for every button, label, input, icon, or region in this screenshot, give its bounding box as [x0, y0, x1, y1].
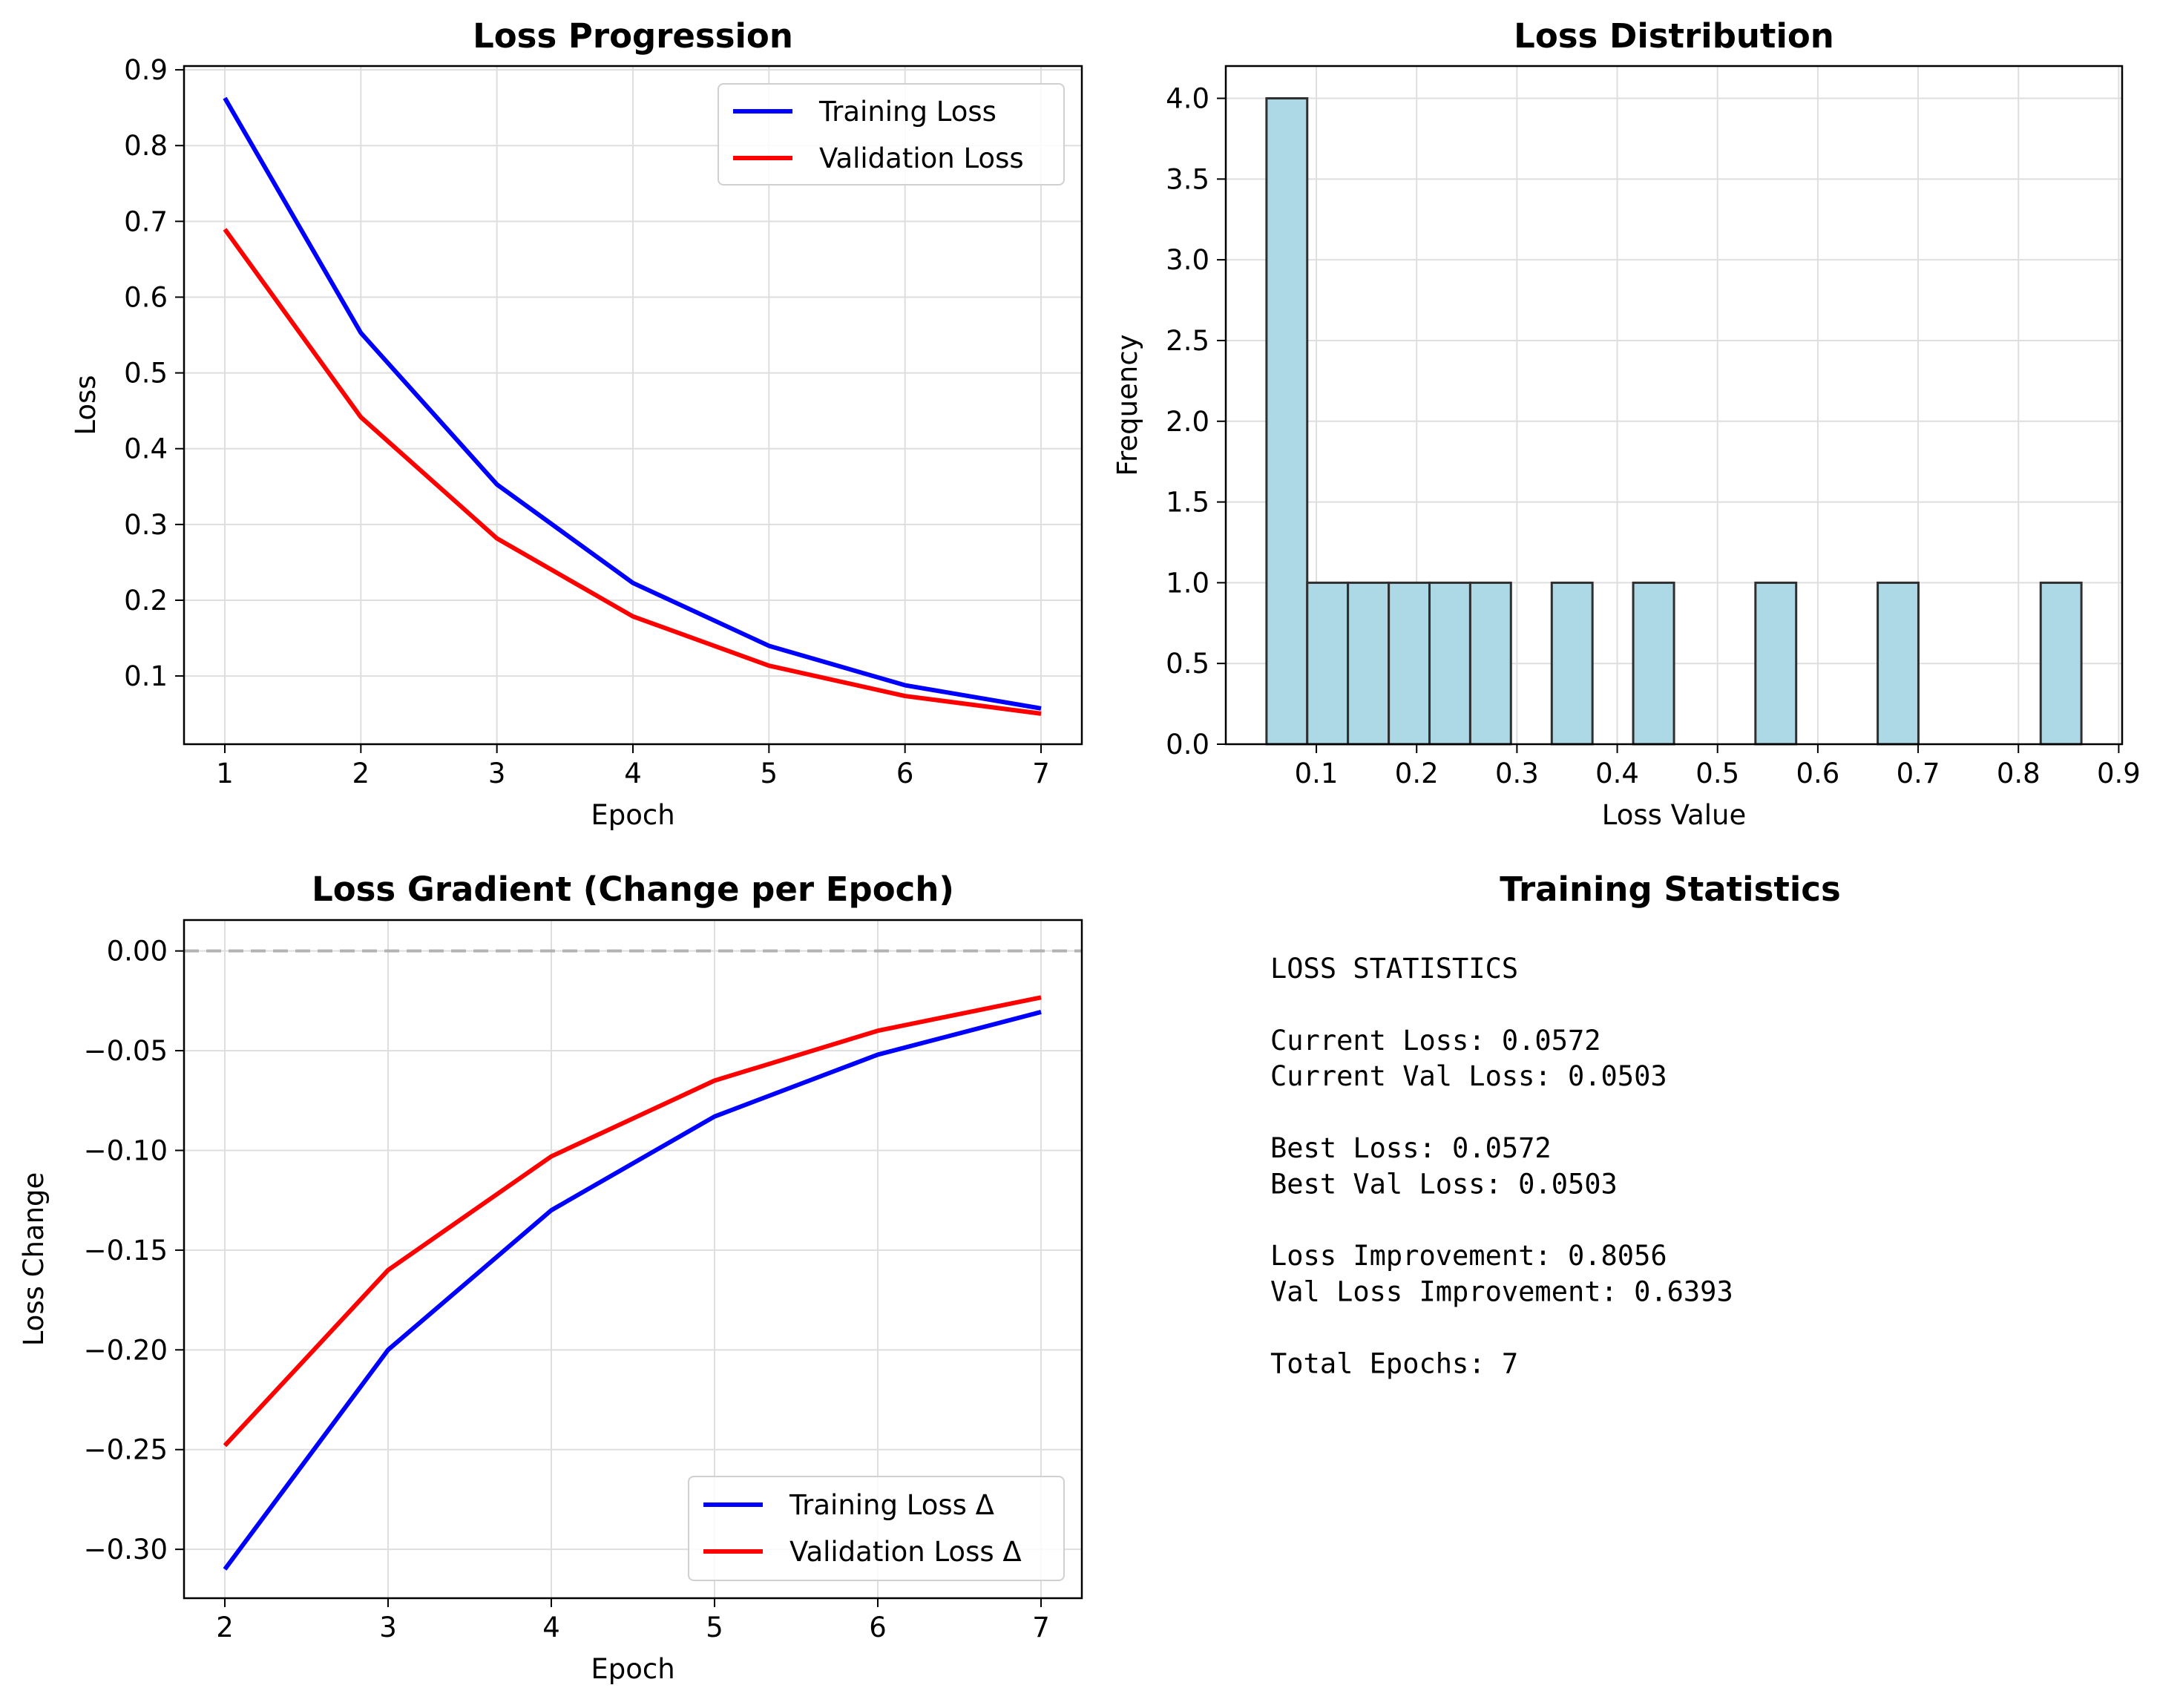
stats-line: Best Val Loss: 0.0503: [1270, 1168, 1618, 1200]
y-tick-label: 4.0: [1166, 83, 1209, 115]
legend-box: [688, 1476, 1065, 1581]
series-line-training: [223, 1010, 1042, 1571]
plot-frame: [1224, 65, 2124, 746]
x-tick-label: 5: [706, 1612, 723, 1643]
y-tick-label: 0.3: [124, 509, 168, 541]
x-axis-label: Epoch: [591, 799, 674, 831]
stats-line: LOSS STATISTICS: [1270, 953, 1518, 985]
y-tick-label: −0.20: [84, 1334, 168, 1366]
stats-line: Current Val Loss: 0.0503: [1270, 1060, 1667, 1092]
x-tick-label: 2: [352, 758, 370, 789]
x-tick-label: 7: [1032, 758, 1050, 789]
loss-distribution-chart: 0.1 0.2 0.3 0.4 0.5 0.6 0.7 0.8 0.9 0.0 0.5 1.0 1.5 2…: [1112, 16, 2141, 831]
x-tick-label: 4: [624, 758, 642, 789]
x-tick-label: 3: [488, 758, 506, 789]
plot-frame: [183, 65, 1083, 746]
x-tick-label: 2: [216, 1612, 234, 1643]
stats-line: Loss Improvement: 0.8056: [1270, 1240, 1667, 1272]
histogram-bar: [1347, 581, 1391, 746]
y-tick-label: −0.15: [84, 1235, 168, 1267]
x-tick-label: 6: [896, 758, 914, 789]
y-tick-label: 0.00: [107, 936, 168, 968]
y-tick-label: 0.7: [124, 206, 168, 237]
histogram-bar: [1632, 581, 1675, 746]
stats-line: Val Loss Improvement: 0.6393: [1270, 1276, 1733, 1308]
y-tick-label: 2.5: [1166, 325, 1209, 357]
legend-box: [718, 83, 1065, 185]
training-statistics-panel: Training Statistics LOSS STATISTICS Curre…: [1270, 870, 1841, 1379]
histogram-bar: [1306, 581, 1350, 746]
plot-frame: [183, 919, 1083, 1600]
legend-label: Training Loss: [818, 96, 997, 128]
y-tick-label: 0.2: [124, 585, 168, 617]
x-tick-label: 6: [869, 1612, 887, 1643]
x-tick-label: 4: [542, 1612, 560, 1643]
x-tick-label: 0.3: [1495, 758, 1539, 789]
series-line-validation: [223, 228, 1042, 716]
y-tick-label: 0.5: [124, 358, 168, 390]
x-tick-label: 0.7: [1897, 758, 1940, 789]
stats-title: Training Statistics: [1500, 870, 1841, 909]
legend-label: Validation Loss: [819, 142, 1024, 174]
chart-title: Loss Distribution: [1514, 16, 1834, 56]
x-tick-label: 1: [216, 758, 234, 789]
x-tick-label: 0.6: [1796, 758, 1839, 789]
y-tick-label: −0.30: [84, 1534, 168, 1566]
y-axis-label: Loss: [70, 375, 102, 435]
y-tick-label: 0.9: [124, 54, 168, 86]
loss-progression-chart: 1 2 3 4 5 6 7 0.1 0.2 0.3 0.4 0.5 0.6 0.7 0.8 0.9 Loss P…: [70, 16, 1083, 831]
x-tick-label: 0.9: [2097, 758, 2141, 789]
x-tick-label: 0.8: [1997, 758, 2041, 789]
y-tick-label: 3.5: [1166, 163, 1209, 195]
x-tick-label: 5: [761, 758, 778, 789]
x-tick-label: 0.2: [1395, 758, 1439, 789]
y-tick-label: −0.10: [84, 1134, 168, 1166]
y-tick-label: 0.6: [124, 281, 168, 313]
y-tick-label: 2.0: [1166, 406, 1209, 438]
x-tick-label: 0.5: [1695, 758, 1739, 789]
series-line-training: [223, 96, 1042, 711]
stats-lines: LOSS STATISTICS Current Loss: 0.0572Curre…: [1270, 953, 1733, 1379]
legend-label: Training Loss Δ: [789, 1489, 994, 1521]
histogram-bar: [1388, 581, 1431, 746]
y-tick-label: −0.25: [84, 1434, 168, 1466]
x-tick-label: 3: [379, 1612, 397, 1643]
histogram-bar: [1265, 97, 1309, 746]
stats-line: Best Loss: 0.0572: [1270, 1132, 1552, 1164]
histogram-bar: [1550, 581, 1594, 746]
loss-gradient-chart: 2 3 4 5 6 7 0.00 −0.05 −0.10 −0.15 −0.20 −0.25 −0.30…: [18, 870, 1083, 1685]
x-tick-label: 0.1: [1295, 758, 1339, 789]
x-axis-label: Epoch: [591, 1653, 674, 1685]
y-tick-label: 0.1: [124, 660, 168, 692]
histogram-bar: [1754, 581, 1798, 746]
y-tick-label: 3.0: [1166, 244, 1209, 276]
stats-line: Total Epochs: 7: [1270, 1347, 1518, 1379]
y-tick-label: 1.0: [1166, 567, 1209, 599]
histogram-bar: [1877, 581, 1920, 746]
chart-title: Loss Gradient (Change per Epoch): [312, 870, 954, 909]
y-tick-label: 0.5: [1166, 648, 1209, 680]
y-tick-label: 0.8: [124, 130, 168, 162]
histogram-bar: [2039, 581, 2083, 746]
y-tick-label: 0.0: [1166, 729, 1209, 761]
stats-line: Current Loss: 0.0572: [1270, 1025, 1601, 1057]
y-tick-label: 1.5: [1166, 487, 1209, 519]
legend-label: Validation Loss Δ: [789, 1536, 1022, 1568]
series-line-validation: [223, 995, 1042, 1448]
y-tick-label: 0.4: [124, 433, 168, 465]
y-axis-label: Frequency: [1112, 334, 1143, 476]
chart-title: Loss Progression: [473, 16, 793, 56]
x-axis-label: Loss Value: [1602, 799, 1747, 831]
x-tick-label: 0.4: [1595, 758, 1639, 789]
x-tick-label: 7: [1032, 1612, 1050, 1643]
histogram-bar: [1468, 581, 1512, 746]
y-axis-label: Loss Change: [18, 1172, 50, 1347]
y-tick-label: −0.05: [84, 1035, 168, 1067]
histogram-bar: [1428, 581, 1471, 746]
